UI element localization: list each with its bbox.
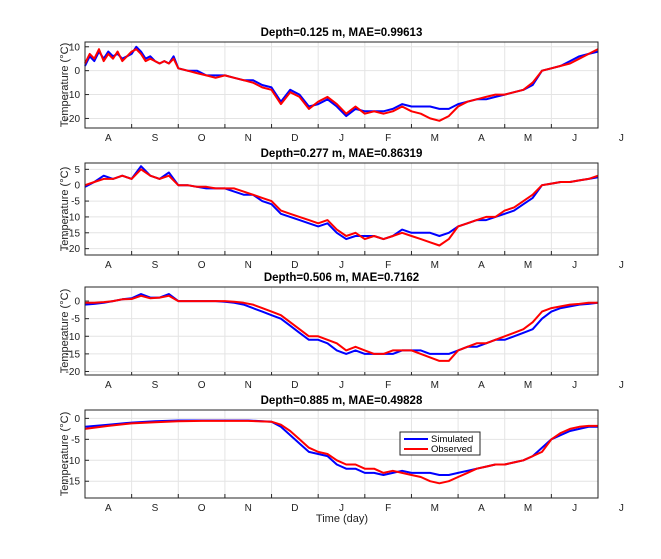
x-tick-label: F [385,380,391,391]
x-tick-label: A [478,503,485,514]
x-tick-label: M [524,503,532,514]
x-tick-label: S [152,260,159,271]
series-line-simulated [84,165,599,241]
chart-panel-4: A S O N D J F M A M J J 0 -5 -10 -15 Depth=0.885 m, MAE=… [59,395,624,514]
x-tick-label: J [572,503,577,514]
series-line-observed [84,168,599,247]
y-tick-label: -15 [66,477,81,488]
x-tick-label: J [572,380,577,391]
plot-area [85,410,598,498]
y-axis-label: Temperature (°C) [59,289,71,373]
y-axis-label: Temperature (°C) [59,43,71,127]
series-line-observed [84,48,599,122]
x-tick-label: D [291,260,298,271]
x-tick-label: M [431,380,439,391]
axes-frame [84,409,599,499]
y-tick-label: 10 [69,42,81,53]
plot-area [85,42,598,128]
x-tick-label: J [339,380,344,391]
x-tick-label: D [291,503,298,514]
chart-panel-1: A S O N D J F M A M J J 10 0 -10 -20 Depth=0.125 m, MAE=… [59,27,624,144]
axes-frame [84,162,599,256]
x-tick-label: N [245,503,252,514]
chart-panel-3: A S O N D J F M A M J J 0 -5 -10 -15 -20 Depth=0.506 m, M… [59,272,624,391]
y-tick-label: -5 [71,435,80,446]
x-tick-label: S [152,133,159,144]
y-axis-label: Temperature (°C) [59,412,71,496]
x-axis-label: Time (day) [316,513,368,525]
x-tick-label: M [431,133,439,144]
chart-panel-2: A S O N D J F M A M J J 5 0 -5 -10 -15 -20 Depth=0.277 m, … [59,148,624,271]
y-tick-label: -10 [66,212,81,223]
panel-title: Depth=0.277 m, MAE=0.86319 [261,148,423,160]
y-tick-label: -20 [66,244,81,255]
x-tick-label: J [572,260,577,271]
x-tick-label: D [291,133,298,144]
panel-title: Depth=0.125 m, MAE=0.99613 [261,27,423,39]
x-tick-label: O [198,260,206,271]
panel-title: Depth=0.885 m, MAE=0.49828 [261,395,423,407]
x-tick-label: O [198,503,206,514]
x-tick-label: A [105,133,112,144]
y-tick-label: -10 [66,90,81,101]
y-tick-label: 0 [74,297,80,308]
x-tick-label: S [152,503,159,514]
x-tick-label: O [198,133,206,144]
series-line-observed [85,294,598,362]
x-tick-label: J [619,260,624,271]
x-tick-label: M [431,503,439,514]
x-tick-label: F [385,260,391,271]
x-tick-label: M [524,380,532,391]
x-tick-label: D [291,380,298,391]
y-tick-label: -15 [66,228,81,239]
y-tick-label: -5 [71,314,80,325]
panels: A S O N D J F M A M J J 10 0 -10 -20 Depth=0.125 m, MAE=… [59,27,624,514]
y-tick-label: -10 [66,332,81,343]
legend-label-simulated: Simulated [431,434,473,445]
x-tick-label: J [619,380,624,391]
series-line-simulated [84,293,599,355]
x-tick-label: A [478,260,485,271]
x-tick-label: A [478,380,485,391]
y-tick-label: 5 [74,165,80,176]
x-tick-label: J [619,503,624,514]
axes-frame [84,41,599,129]
y-tick-label: 0 [74,414,80,425]
plot-area [85,287,598,375]
x-tick-label: M [524,133,532,144]
x-tick-label: O [198,380,206,391]
x-tick-label: N [245,260,252,271]
x-tick-label: J [339,133,344,144]
y-tick-label: -15 [66,349,81,360]
x-tick-label: A [105,503,112,514]
x-tick-label: A [478,133,485,144]
y-tick-label: 0 [74,181,80,192]
series-line-observed [84,419,598,485]
y-tick-label: -5 [71,197,80,208]
x-tick-label: J [339,260,344,271]
legend-label-observed: Observed [431,444,472,455]
x-tick-label: J [339,503,344,514]
x-tick-label: J [572,133,577,144]
y-tick-label: 0 [74,66,80,77]
x-tick-label: A [105,260,112,271]
panel-title: Depth=0.506 m, MAE=0.7162 [264,272,419,284]
series-line-simulated [84,45,599,118]
x-tick-label: F [385,503,391,514]
x-tick-label: J [619,133,624,144]
x-tick-label: N [245,133,252,144]
x-tick-label: M [524,260,532,271]
y-tick-label: -10 [66,456,81,467]
x-tick-label: S [152,380,159,391]
y-tick-label: -20 [66,367,81,378]
x-tick-label: N [245,380,252,391]
x-tick-label: M [431,260,439,271]
axes-frame [84,286,599,376]
x-tick-label: F [385,133,391,144]
x-tick-label: A [105,380,112,391]
y-tick-label: -20 [66,114,81,125]
y-axis-label: Temperature (°C) [59,167,71,251]
